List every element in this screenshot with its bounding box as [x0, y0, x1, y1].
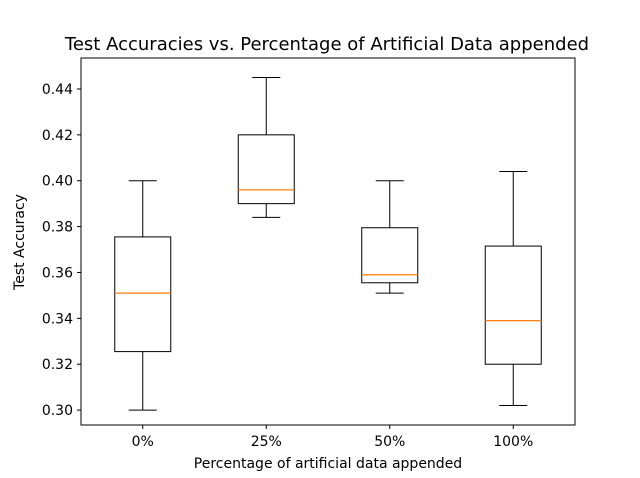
box-iqr — [484, 245, 542, 365]
x-axis-label: Percentage of artificial data appended — [194, 456, 462, 472]
plot-area-frame — [80, 57, 576, 426]
y-tick-label: 0.40 — [42, 174, 73, 190]
y-tick-label: 0.36 — [42, 265, 73, 281]
chart-title: Test Accuracies vs. Percentage of Artifi… — [64, 34, 589, 55]
y-tick-label: 0.38 — [42, 220, 73, 236]
y-tick-label: 0.30 — [42, 403, 73, 419]
y-tick-label: 0.34 — [42, 311, 73, 327]
y-axis-label: Test Accuracy — [12, 194, 28, 291]
x-tick-label: 50% — [374, 434, 405, 450]
box-iqr — [237, 134, 295, 205]
x-tick-label: 25% — [251, 434, 282, 450]
y-tick-label: 0.44 — [42, 82, 73, 98]
x-tick-label: 0% — [132, 434, 154, 450]
x-tick-label: 100% — [493, 434, 533, 450]
box-iqr — [361, 227, 419, 284]
y-tick-label: 0.32 — [42, 357, 73, 373]
y-tick-label: 0.42 — [42, 128, 73, 144]
box-iqr — [114, 236, 172, 353]
plot-marks: 0.30 0.32 0.34 0.36 0.38 0.40 0.42 0.44 0% 25% 50%… — [42, 76, 542, 450]
